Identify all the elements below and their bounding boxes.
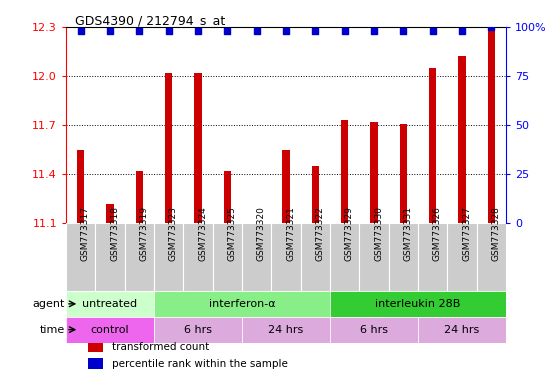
Bar	[389, 223, 418, 291]
Bar	[242, 317, 330, 343]
Bar	[400, 124, 407, 223]
Text: GSM773322: GSM773322	[315, 206, 324, 261]
Bar	[301, 223, 330, 291]
Point	[370, 28, 378, 34]
Point	[399, 28, 408, 34]
Text: 24 hrs: 24 hrs	[444, 324, 480, 334]
Text: interferon-α: interferon-α	[208, 299, 276, 309]
Text: GSM773319: GSM773319	[139, 206, 148, 261]
Bar	[88, 341, 103, 352]
Text: GSM773329: GSM773329	[345, 206, 354, 261]
Text: GSM773331: GSM773331	[403, 206, 412, 261]
Bar	[341, 120, 348, 223]
Point	[106, 28, 114, 34]
Bar	[66, 317, 154, 343]
Bar	[88, 358, 103, 369]
Text: GSM773328: GSM773328	[491, 206, 501, 261]
Text: GSM773323: GSM773323	[169, 206, 178, 261]
Text: agent: agent	[32, 299, 64, 309]
Bar	[194, 73, 202, 223]
Point	[311, 28, 320, 34]
Text: GSM773321: GSM773321	[286, 206, 295, 261]
Point	[487, 24, 496, 30]
Text: interleukin 28B: interleukin 28B	[375, 299, 461, 309]
Bar	[125, 223, 154, 291]
Text: percentile rank within the sample: percentile rank within the sample	[112, 359, 288, 369]
Bar	[136, 171, 143, 223]
Text: 6 hrs: 6 hrs	[360, 324, 388, 334]
Text: GSM773320: GSM773320	[257, 206, 266, 261]
Bar	[330, 317, 418, 343]
Point	[340, 28, 349, 34]
Text: GSM773326: GSM773326	[433, 206, 442, 261]
Point	[252, 28, 261, 34]
Point	[282, 28, 290, 34]
Bar	[282, 150, 290, 223]
Bar	[418, 223, 447, 291]
Point	[223, 28, 232, 34]
Point	[76, 28, 85, 34]
Text: GSM773327: GSM773327	[462, 206, 471, 261]
Text: control: control	[91, 324, 129, 334]
Bar	[77, 150, 84, 223]
Bar	[488, 27, 495, 223]
Bar	[242, 223, 271, 291]
Bar	[66, 223, 95, 291]
Text: 6 hrs: 6 hrs	[184, 324, 212, 334]
Bar	[458, 56, 466, 223]
Text: GDS4390 / 212794_s_at: GDS4390 / 212794_s_at	[75, 14, 225, 27]
Text: time: time	[39, 324, 64, 334]
Bar	[154, 223, 183, 291]
Bar	[447, 223, 477, 291]
Bar	[477, 223, 506, 291]
Bar	[359, 223, 389, 291]
Text: GSM773317: GSM773317	[81, 206, 90, 261]
Bar	[271, 223, 301, 291]
Bar	[154, 291, 330, 317]
Bar	[154, 317, 242, 343]
Bar	[312, 166, 319, 223]
Bar	[370, 122, 378, 223]
Text: GSM773318: GSM773318	[110, 206, 119, 261]
Bar	[183, 223, 213, 291]
Text: GSM773330: GSM773330	[374, 206, 383, 261]
Text: transformed count: transformed count	[112, 342, 210, 352]
Point	[458, 28, 466, 34]
Bar	[418, 317, 506, 343]
Point	[428, 28, 437, 34]
Bar	[106, 204, 114, 223]
Point	[194, 28, 202, 34]
Bar	[95, 223, 125, 291]
Bar	[165, 73, 172, 223]
Text: 24 hrs: 24 hrs	[268, 324, 304, 334]
Bar	[330, 223, 359, 291]
Bar	[66, 291, 154, 317]
Point	[135, 28, 144, 34]
Text: GSM773324: GSM773324	[198, 206, 207, 261]
Text: untreated: untreated	[82, 299, 138, 309]
Bar	[213, 223, 242, 291]
Bar	[224, 171, 231, 223]
Text: GSM773325: GSM773325	[227, 206, 236, 261]
Point	[164, 28, 173, 34]
Bar	[330, 291, 506, 317]
Bar	[429, 68, 436, 223]
